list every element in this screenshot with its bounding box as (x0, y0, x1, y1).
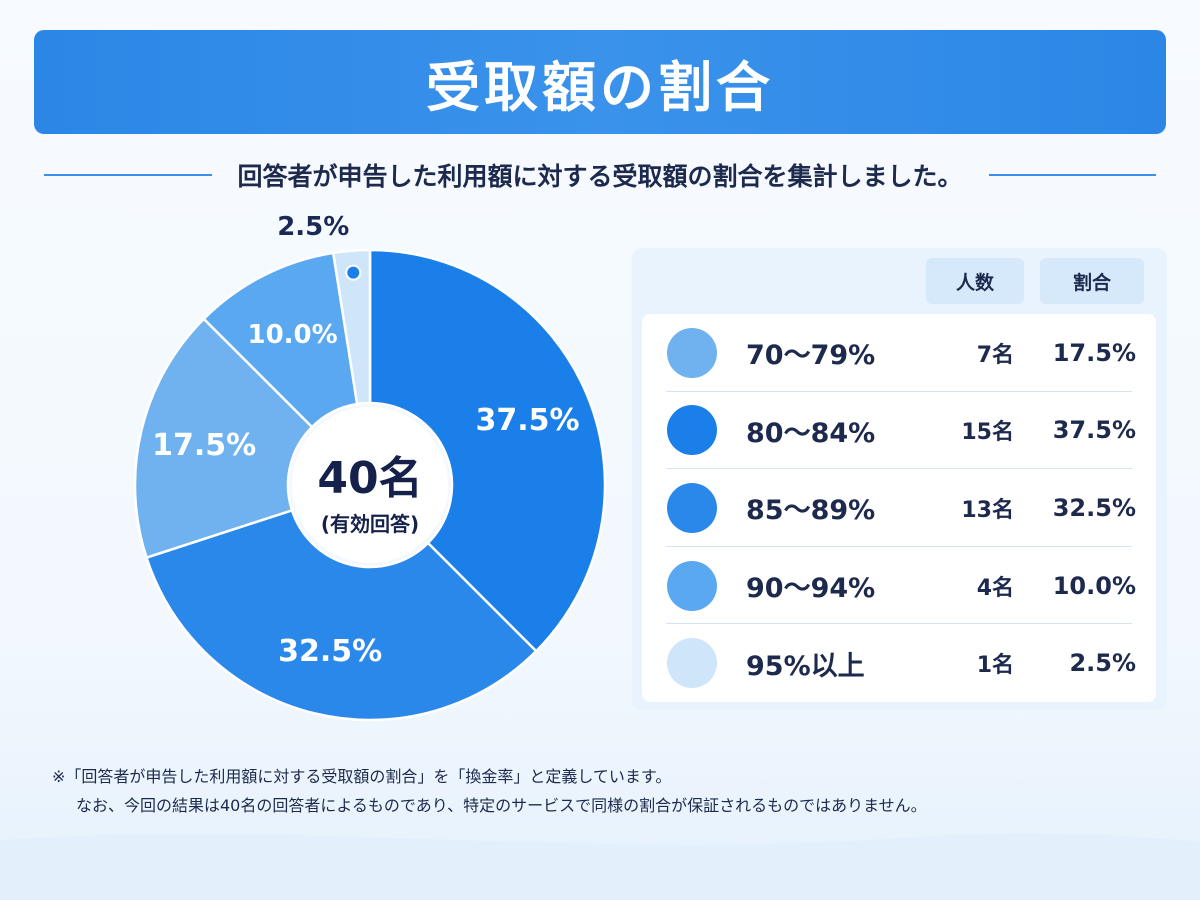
legend-row: 95%以上 1名 2.5% (642, 624, 1156, 702)
donut-slice-5 (331, 248, 372, 406)
small-slice-marker (345, 264, 362, 281)
legend-ratio: 32.5% (1052, 493, 1136, 522)
legend-ratio: 37.5% (1052, 416, 1136, 445)
donut-slice-label: 17.5% (152, 428, 256, 463)
legend-divider (666, 390, 1132, 392)
subtitle-row: 回答者が申告した利用額に対する受取額の割合を集計しました。 (44, 155, 1157, 195)
legend-range: 70〜79% (746, 340, 876, 372)
donut-center (292, 407, 448, 563)
legend-header-ratio: 割合 (1040, 258, 1144, 304)
legend-rows: 70〜79% 7名 17.5% 80〜84% 15名 37.5% 85〜89% 13名 32.5… (642, 314, 1156, 702)
center-total: 40名 (317, 453, 422, 504)
legend-row: 70〜79% 7名 17.5% (642, 314, 1156, 392)
small-slice-label: 2.5% (277, 212, 349, 242)
donut-slice-3 (133, 317, 314, 560)
legend-swatch (667, 560, 717, 611)
page-title: 受取額の割合 (426, 55, 774, 119)
title-banner: 受取額の割合 (34, 30, 1166, 134)
legend-ratio: 17.5% (1052, 338, 1136, 367)
legend-count: 15名 (961, 420, 1014, 446)
subtitle: 回答者が申告した利用額に対する受取額の割合を集計しました。 (237, 162, 963, 191)
legend-swatch (667, 638, 717, 689)
legend-range: 85〜89% (746, 495, 876, 527)
subtitle-rule-right (988, 174, 1157, 176)
donut-slice-2 (144, 508, 538, 722)
footnote: ※「回答者が申告した利用額に対する受取額の割合」を「換金率」と定義しています。 … (52, 762, 1152, 820)
legend-swatch (667, 327, 717, 378)
legend-swatch (667, 482, 717, 533)
donut-chart: 37.5% 32.5% 17.5% 10.0% 2.5% 40名 (有効回答) (120, 200, 620, 740)
legend-header-count: 人数 (926, 258, 1024, 304)
legend-range: 80〜84% (746, 417, 876, 449)
donut-slice-1 (368, 248, 607, 653)
legend-count: 7名 (976, 342, 1014, 368)
center-caption: (有効回答) (321, 512, 419, 536)
donut-slice-label: 32.5% (278, 634, 382, 669)
subtitle-rule-left (44, 174, 212, 176)
legend-row: 90〜94% 4名 10.0% (642, 547, 1156, 625)
footnote-line-1: ※「回答者が申告した利用額に対する受取額の割合」を「換金率」と定義しています。 (52, 767, 672, 786)
donut-slice-4 (202, 251, 359, 429)
legend-range: 95%以上 (746, 650, 865, 682)
legend-table: 人数 割合 70〜79% 7名 17.5% 80〜84% 15名 37.5% 85〜89% 1… (632, 248, 1167, 710)
legend-swatch (667, 405, 717, 456)
legend-count: 13名 (961, 497, 1014, 523)
legend-row: 85〜89% 13名 32.5% (642, 469, 1156, 547)
background-wave (0, 833, 1200, 900)
legend-row: 80〜84% 15名 37.5% (642, 392, 1156, 470)
legend-divider (666, 468, 1132, 470)
legend-count: 4名 (976, 575, 1014, 601)
footnote-line-2: なお、今回の結果は40名の回答者によるものであり、特定のサービスで同様の割合が保… (76, 796, 927, 815)
donut-slice-label: 10.0% (247, 320, 337, 350)
legend-divider (666, 623, 1132, 625)
legend-count: 1名 (976, 653, 1014, 679)
legend-divider (666, 545, 1132, 547)
legend-ratio: 10.0% (1052, 571, 1136, 600)
donut-slice-label: 37.5% (475, 403, 579, 438)
legend-ratio: 2.5% (1069, 649, 1136, 678)
legend-range: 90〜94% (746, 573, 876, 605)
donut-chart-svg: 37.5% 32.5% 17.5% 10.0% 2.5% 40名 (有効回答) (133, 212, 607, 722)
